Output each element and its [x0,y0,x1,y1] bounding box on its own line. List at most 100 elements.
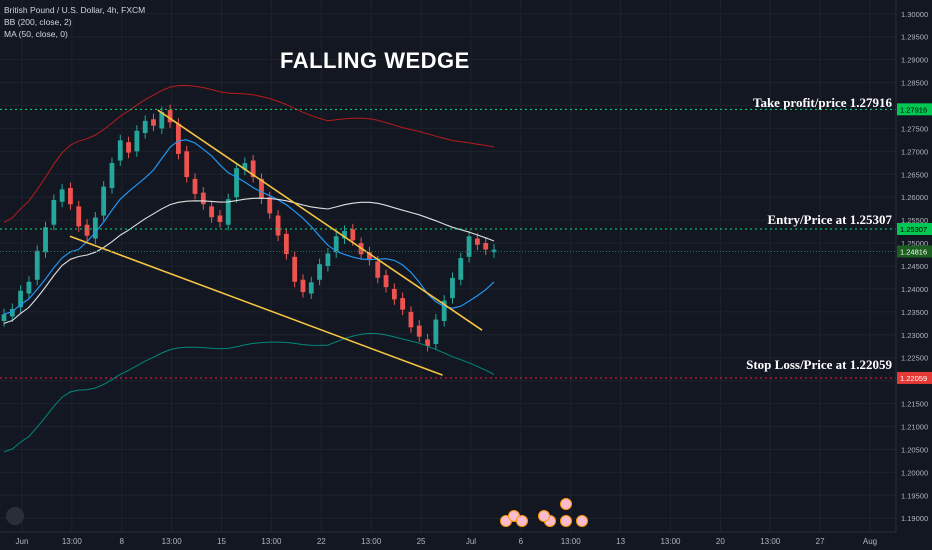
price-tag [897,222,932,235]
y-tick-label: 1.25500 [901,216,928,225]
candle-body [217,215,223,222]
event-icon [538,510,550,522]
candle-body [433,319,439,344]
bb-mid-line [3,197,495,324]
candle-body [375,261,381,278]
y-tick-label: 1.19000 [901,514,928,523]
candle-body [466,236,472,257]
y-tick-label: 1.29000 [901,56,928,65]
candle-body [184,151,190,178]
candle-body [176,123,181,154]
price-tag [897,371,932,384]
event-icon [560,498,572,510]
candle-body [416,325,422,337]
candle-body [209,206,215,218]
candle-body [292,256,298,282]
x-tick-label: 13:00 [760,537,781,546]
candle-body [192,178,198,194]
candle-body [250,160,256,178]
candle-body [126,142,131,153]
legend-ma: MA (50, close, 0) [4,29,68,39]
candle-body [9,308,15,317]
candle-body [308,282,314,294]
x-tick-label: 27 [816,537,825,546]
candle-body [259,178,264,199]
y-tick-label: 1.23000 [901,331,928,340]
y-tick-label: 1.25000 [901,239,928,248]
y-tick-label: 1.28500 [901,79,928,88]
x-tick-label: Jun [16,537,29,546]
x-tick-label: Aug [863,537,877,546]
candle-body [59,189,65,202]
candle-body [84,224,90,236]
price-tag-label: 1.22059 [900,374,927,383]
candle-body [325,253,331,266]
take-profit-label: Take profit/price 1.27916 [752,95,892,110]
candle-body [491,249,497,253]
candle-body [1,314,7,322]
y-tick-label: 1.20000 [901,468,928,477]
candle-body [200,192,206,205]
candle-body [300,279,306,293]
bb-lower-line [3,332,495,453]
y-tick-label: 1.24500 [901,262,928,271]
wedge-lower-line [69,235,443,376]
chart-legend: British Pound / U.S. Dollar, 4h, FXCM BB… [4,4,145,40]
y-tick-label: 1.24000 [901,285,928,294]
y-tick-label: 1.21500 [901,400,928,409]
bb-upper-line [3,84,495,223]
x-tick-label: 25 [417,537,426,546]
candle-body [450,277,455,299]
candle-body [242,163,248,170]
y-tick-label: 1.27500 [901,124,928,133]
x-tick-label: 13 [616,537,625,546]
y-tick-label: 1.23500 [901,308,928,317]
price-tag-label: 1.24816 [900,248,927,257]
x-tick-label: 20 [716,537,725,546]
x-tick-label: 13:00 [162,537,183,546]
candle-body [159,112,165,129]
wedge-upper-line [157,109,483,331]
candle-body [342,230,347,239]
candle-body [101,186,107,216]
candle-body [458,258,464,280]
candle-body [275,215,281,236]
x-tick-label: 8 [120,537,125,546]
chart-title: FALLING WEDGE [280,48,470,73]
entry-label: Entry/Price at 1.25307 [767,212,892,227]
x-tick-label: Jul [466,537,476,546]
x-tick-label: 13:00 [660,537,681,546]
candle-body [26,281,32,294]
candle-body [117,140,123,161]
candle-body [317,264,322,280]
legend-symbol: British Pound / U.S. Dollar, 4h, FXCM [4,5,146,15]
y-tick-label: 1.30000 [901,10,928,19]
y-tick-label: 1.19500 [901,491,928,500]
x-tick-label: 13:00 [561,537,582,546]
candle-body [225,199,231,225]
candle-body [76,206,82,227]
candle-body [34,250,40,280]
x-tick-label: 15 [217,537,226,546]
legend-bb: BB (200, close, 2) [4,17,72,27]
candle-body [142,120,148,133]
candle-body [333,236,339,253]
candle-body [68,188,73,205]
candle-body [441,300,447,322]
candle-body [367,252,372,260]
price-tag [897,103,932,116]
candle-body [234,168,239,198]
candle-body [18,290,24,308]
y-tick-label: 1.20500 [901,445,928,454]
candle-body [109,163,115,189]
candle-body [474,238,480,245]
tradingview-logo-icon[interactable] [6,507,24,525]
candle-body [43,227,48,253]
candle-body [408,311,414,328]
candle-body [167,110,173,123]
stop-loss-label: Stop Loss/Price at 1.22059 [746,357,892,372]
price-tag-label: 1.25307 [900,225,927,234]
candle-body [92,217,98,239]
candle-body [267,197,273,214]
